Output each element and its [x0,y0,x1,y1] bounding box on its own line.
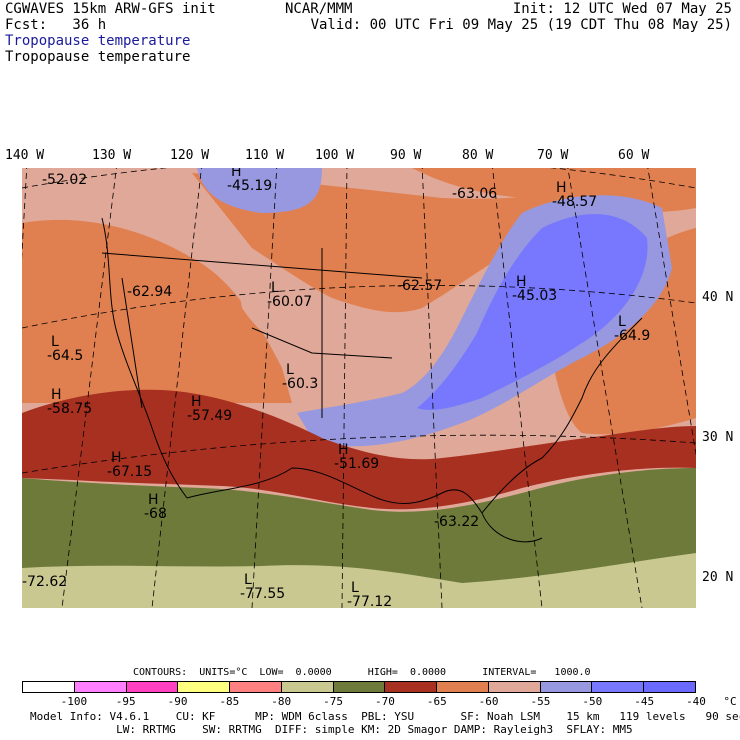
forecast-hour: Fcst: 36 h [5,17,107,33]
legend-swatch [333,682,386,692]
low-marker: L [271,280,279,296]
legend-tick-label: -40 [686,695,706,708]
legend-swatch [230,682,282,692]
model-info-line-2: LW: RRTMG SW: RRTMG DIFF: simple KM: 2D … [30,723,633,736]
legend-swatch [592,682,645,692]
temperature-value-label: -60.3 [282,376,318,392]
organization: NCAR/MMM [285,1,353,17]
legend-tick-label: -80 [271,695,292,708]
temperature-value-label: -52.02 [42,172,87,188]
legend-swatch [74,682,127,692]
legend-swatch [540,682,593,692]
model-title: CGWAVES 15km ARW-GFS init [5,1,216,17]
legend-tick-label: -45 [634,695,655,708]
temperature-value-label: -57.49 [187,408,232,424]
legend-swatch [437,682,489,692]
legend-tick-label: -90 [167,695,188,708]
legend-tick-label: -95 [115,695,136,708]
legend-tick-label: -55 [530,695,551,708]
lon-label: 110 W [245,148,285,163]
lon-label: 70 W [537,148,569,163]
low-marker: L [351,580,359,596]
temperature-value-label: -63.06 [452,186,497,202]
low-marker: L [618,314,626,330]
high-marker: H [231,168,242,180]
temperature-value-label: -45.03 [512,288,557,304]
legend-tick-label: -50 [582,695,603,708]
legend-tick-label: °C [723,695,737,708]
temperature-value-label: -64.9 [614,328,650,344]
legend-tick-label: -100 [60,695,88,708]
low-marker: L [244,572,252,588]
legend-tick-label: -60 [478,695,499,708]
lon-label: 130 W [92,148,132,163]
legend-swatch [281,682,334,692]
legend-swatch [385,682,438,692]
temperature-value-label: -60.07 [267,294,312,310]
legend-swatch [178,682,231,692]
contours-info: CONTOURS: UNITS=°C LOW= 0.0000 HIGH= 0.0… [133,667,591,678]
valid-time: Valid: 00 UTC Fri 09 May 25 (19 CDT Thu … [310,17,732,33]
temperature-value-label: -77.12 [347,594,392,608]
model-info-line-1: Model Info: V4.6.1 CU: KF MP: WDM 6class… [30,710,740,723]
lon-label: 140 W [5,148,45,163]
lon-label: 120 W [170,148,210,163]
high-marker: H [51,387,62,403]
lon-label: 100 W [315,148,355,163]
legend-swatch [644,682,695,692]
high-marker: H [338,442,349,458]
temperature-value-label: -63.22 [434,514,479,530]
temperature-value-label: -45.19 [227,178,272,194]
legend-tick-label: -75 [323,695,343,708]
lon-label: 90 W [390,148,422,163]
init-time: Init: 12 UTC Wed 07 May 25 [512,1,732,17]
high-marker: H [516,274,527,290]
temperature-value-label: -77.55 [240,586,285,602]
lon-label: 60 W [618,148,650,163]
temperature-value-label: -72.62 [22,574,67,590]
high-marker: H [191,394,202,410]
high-marker: H [148,492,159,508]
temperature-value-label: -68 [144,506,167,522]
temperature-value-label: -62.94 [127,284,172,300]
lat-label: 30 N [702,430,734,445]
color-legend [22,681,696,693]
lon-label: 80 W [462,148,494,163]
low-marker: L [51,334,59,350]
high-marker: H [556,180,567,196]
tropopause-temperature-map: -52.02 H-45.19 -63.06 H-48.57-62.94 L-60.07-… [22,168,696,608]
low-marker: L [286,362,294,378]
legend-swatch [126,682,179,692]
legend-tick-label: -65 [426,695,447,708]
temperature-value-label: -64.5 [47,348,83,364]
high-marker: H [111,450,122,466]
legend-tick-label: -70 [374,695,395,708]
temperature-value-label: -67.15 [107,464,152,480]
legend-swatch [23,682,75,692]
temperature-value-label: -48.57 [552,194,597,210]
field-title-2: Tropopause temperature [5,49,191,65]
lat-label: 40 N [702,290,734,305]
temperature-value-label: -51.69 [334,456,379,472]
temperature-value-label: -62.57 [397,278,442,294]
lat-label: 20 N [702,570,734,585]
field-title-1: Tropopause temperature [5,33,191,49]
legend-swatch [488,682,541,692]
legend-tick-label: -85 [219,695,240,708]
temperature-value-label: -58.75 [47,401,92,417]
